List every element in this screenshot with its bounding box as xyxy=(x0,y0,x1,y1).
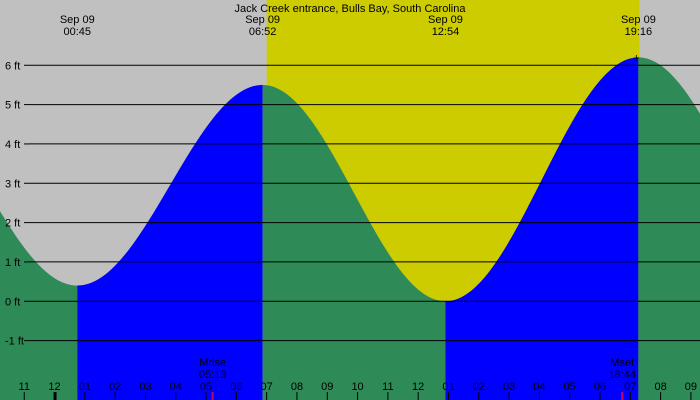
hour-tick-label: 10 xyxy=(351,381,363,393)
moon-event-marker xyxy=(621,392,624,400)
tide-event-date: Sep 09 xyxy=(245,14,280,26)
hour-tick-label: 05 xyxy=(200,381,212,393)
hour-tick-label: 06 xyxy=(594,381,606,393)
moon-event-time: 18:44 xyxy=(608,369,636,381)
tide-event-time: 00:45 xyxy=(64,26,92,38)
falling-tide-area xyxy=(638,57,700,400)
hour-tick-label: 11 xyxy=(19,381,30,393)
hour-tick-label: 03 xyxy=(503,381,515,393)
hour-tick-label: 03 xyxy=(139,381,151,393)
hour-tick-label: 11 xyxy=(382,381,393,393)
tide-area-layer xyxy=(0,57,700,400)
hour-tick-label: 04 xyxy=(170,381,182,393)
falling-tide-area xyxy=(0,211,78,400)
hour-tick-label: 08 xyxy=(291,381,303,393)
y-tick-label: 4 ft xyxy=(5,139,20,151)
moon-event-label: Mset xyxy=(610,357,634,369)
hour-tick-label: 05 xyxy=(564,381,576,393)
rising-tide-area xyxy=(77,84,263,400)
moon-event-label: Mrise xyxy=(199,357,226,369)
tide-event-date: Sep 09 xyxy=(428,14,463,26)
hour-tick-label: 12 xyxy=(48,381,60,393)
hour-tick-label: 09 xyxy=(685,381,697,393)
hour-tick-label: 12 xyxy=(412,381,424,393)
y-tick-label: 2 ft xyxy=(5,218,20,230)
hour-tick-label: 01 xyxy=(79,381,91,393)
hour-tick-label: 07 xyxy=(261,381,273,393)
tide-event-time: 12:54 xyxy=(432,26,460,38)
rising-tide-area xyxy=(445,57,639,400)
y-tick-label: 0 ft xyxy=(5,296,20,308)
chart-title: Jack Creek entrance, Bulls Bay, South Ca… xyxy=(235,3,467,15)
tide-event-time: 19:16 xyxy=(625,26,653,38)
gridlines-layer xyxy=(23,64,700,400)
hour-tick-label: 09 xyxy=(321,381,333,393)
y-tick-label: -1 ft xyxy=(5,336,24,348)
hour-tick-label: 02 xyxy=(109,381,121,393)
y-tick-label: 3 ft xyxy=(5,178,20,190)
moon-event-marker xyxy=(211,392,214,400)
falling-tide-area xyxy=(262,84,446,400)
y-tick-label: 1 ft xyxy=(5,257,20,269)
midnight-marker xyxy=(53,392,57,400)
tide-event-date: Sep 09 xyxy=(60,14,95,26)
hour-tick-label: 06 xyxy=(230,381,242,393)
y-tick-label: 5 ft xyxy=(5,100,20,112)
hour-tick-label: 02 xyxy=(473,381,485,393)
hour-tick-label: 04 xyxy=(533,381,545,393)
hour-tick-label: 01 xyxy=(442,381,454,393)
moon-event-time: 05:13 xyxy=(199,369,227,381)
high-tide-marker: + xyxy=(633,52,639,64)
tide-event-date: Sep 09 xyxy=(621,14,656,26)
hour-tick-label: 08 xyxy=(654,381,666,393)
tide-event-time: 06:52 xyxy=(249,26,277,38)
y-tick-label: 6 ft xyxy=(5,60,20,72)
hour-tick-label: 07 xyxy=(624,381,636,393)
